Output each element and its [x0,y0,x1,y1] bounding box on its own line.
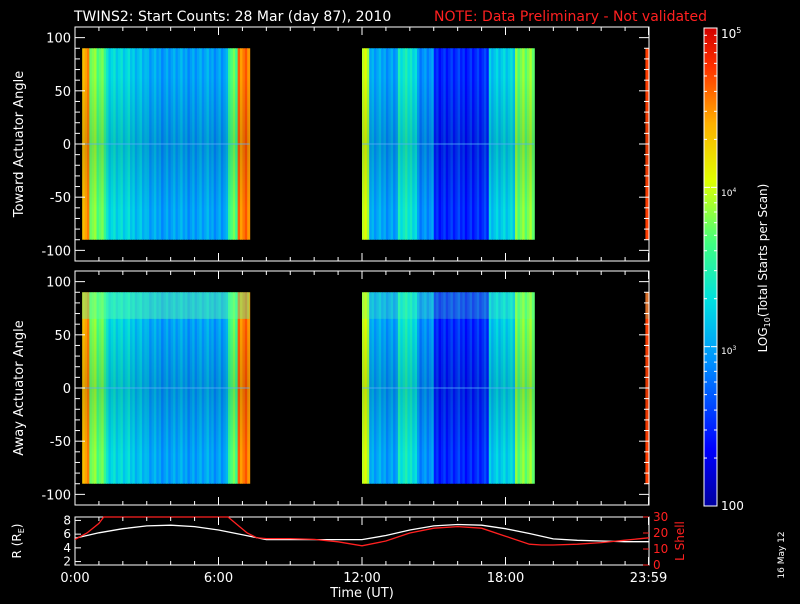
y-tick-label: -50 [50,191,71,206]
x-tick-label: 6:00 [204,571,233,586]
away-y-axis-label: Away Actuator Angle [12,320,27,455]
orbit-left-tick-label: 6 [63,527,71,541]
x-tick-label: 18:00 [487,571,524,586]
x-tick-label: 12:00 [343,571,380,586]
y-tick-label: 50 [54,85,71,100]
orbit-right-tick-label: 20 [653,526,668,540]
orbit-left-tick-label: 8 [63,513,71,527]
heatmap-upper-band [645,292,649,319]
toward-heatmap-panel [82,48,650,240]
heatmap-upper-band [82,292,250,319]
colorbar-tick-100: 100 [721,499,744,513]
away-heatmap-panel [82,292,650,484]
orbit-left-axis-label: R (RE) [10,524,26,559]
l-shell-line [74,516,650,547]
y-tick-label: 0 [63,382,71,397]
x-axis-label: Time (UT) [329,586,394,600]
date-stamp: 16 May 12 [777,531,787,578]
y-tick-label: 50 [54,329,71,344]
toward-y-axis-label: Toward Actuator Angle [12,71,27,218]
y-tick-label: -50 [50,435,71,450]
x-tick-label: 0:00 [60,571,89,586]
heatmap-upper-band [362,292,535,319]
preliminary-note: NOTE: Data Preliminary - Not validated [434,9,707,25]
radial-distance-line [74,523,649,543]
orbit-right-tick-label: 0 [653,558,661,572]
y-tick-label: 100 [46,32,71,47]
y-tick-label: 0 [63,138,71,153]
colorbar-tick-1e4: 104 [721,187,736,199]
away-y-axis: -100 -50 0 50 100 [41,276,649,503]
orbit-right-tick-label: 10 [653,542,668,556]
colorbar-ticks [704,34,717,507]
colorbar-label: LOG10(Total Starts per Scan) [756,184,772,353]
orbit-right-axis-label: L Shell [673,521,687,561]
orbit-left-tick-label: 2 [63,555,71,569]
colorbar-tick-1e5: 105 [721,26,741,41]
orbit-left-tick-label: 4 [63,541,71,555]
orbit-right-tick-label: 30 [653,510,668,524]
x-tick-label: 23:59 [630,571,667,586]
colorbar-tick-1e3: 103 [721,345,736,357]
y-tick-label: -100 [41,244,71,259]
colorbar [703,27,718,507]
y-tick-label: 100 [46,276,71,291]
chart-title: TWINS2: Start Counts: 28 Mar (day 87), 2… [73,9,391,25]
toward-y-axis: -100 -50 0 50 100 [41,32,649,259]
y-tick-label: -100 [41,488,71,503]
